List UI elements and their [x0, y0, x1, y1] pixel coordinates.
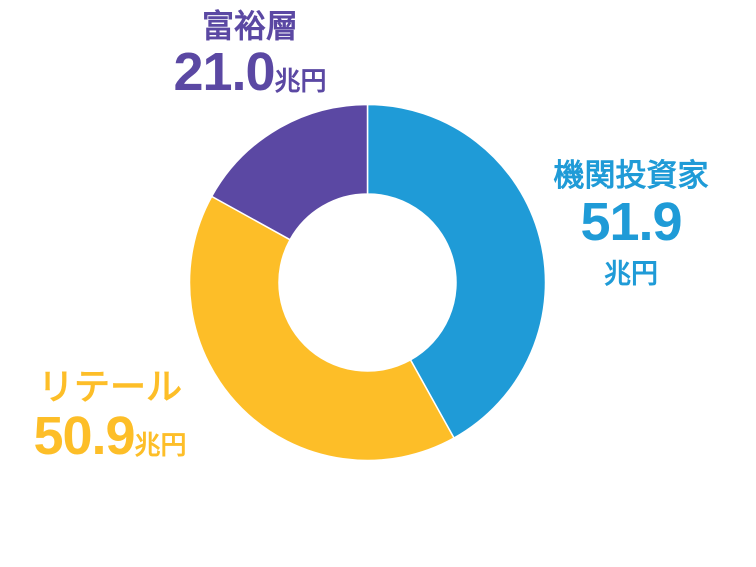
category-label: 機関投資家 — [553, 158, 709, 193]
donut-segment-wealthy — [210, 103, 369, 241]
segment-label-wealthy: 富裕層 21.0兆円 — [130, 8, 370, 109]
segment-label-institutional: 機関投資家 51.9 兆円 — [531, 158, 731, 290]
segment-label-retail: リテール 50.9兆円 — [0, 366, 220, 473]
value-label: 50.9 — [33, 406, 135, 466]
donut-segment-institutional — [366, 103, 547, 440]
category-label: 富裕層 — [201, 8, 298, 44]
value-label: 21.0 — [173, 42, 275, 102]
category-label: リテール — [37, 366, 182, 407]
unit-label: 兆円 — [274, 66, 327, 96]
unit-label: 兆円 — [604, 259, 658, 289]
unit-label: 兆円 — [134, 430, 187, 460]
value-label: 51.9 — [580, 192, 682, 252]
donut-segment-retail — [188, 195, 456, 462]
